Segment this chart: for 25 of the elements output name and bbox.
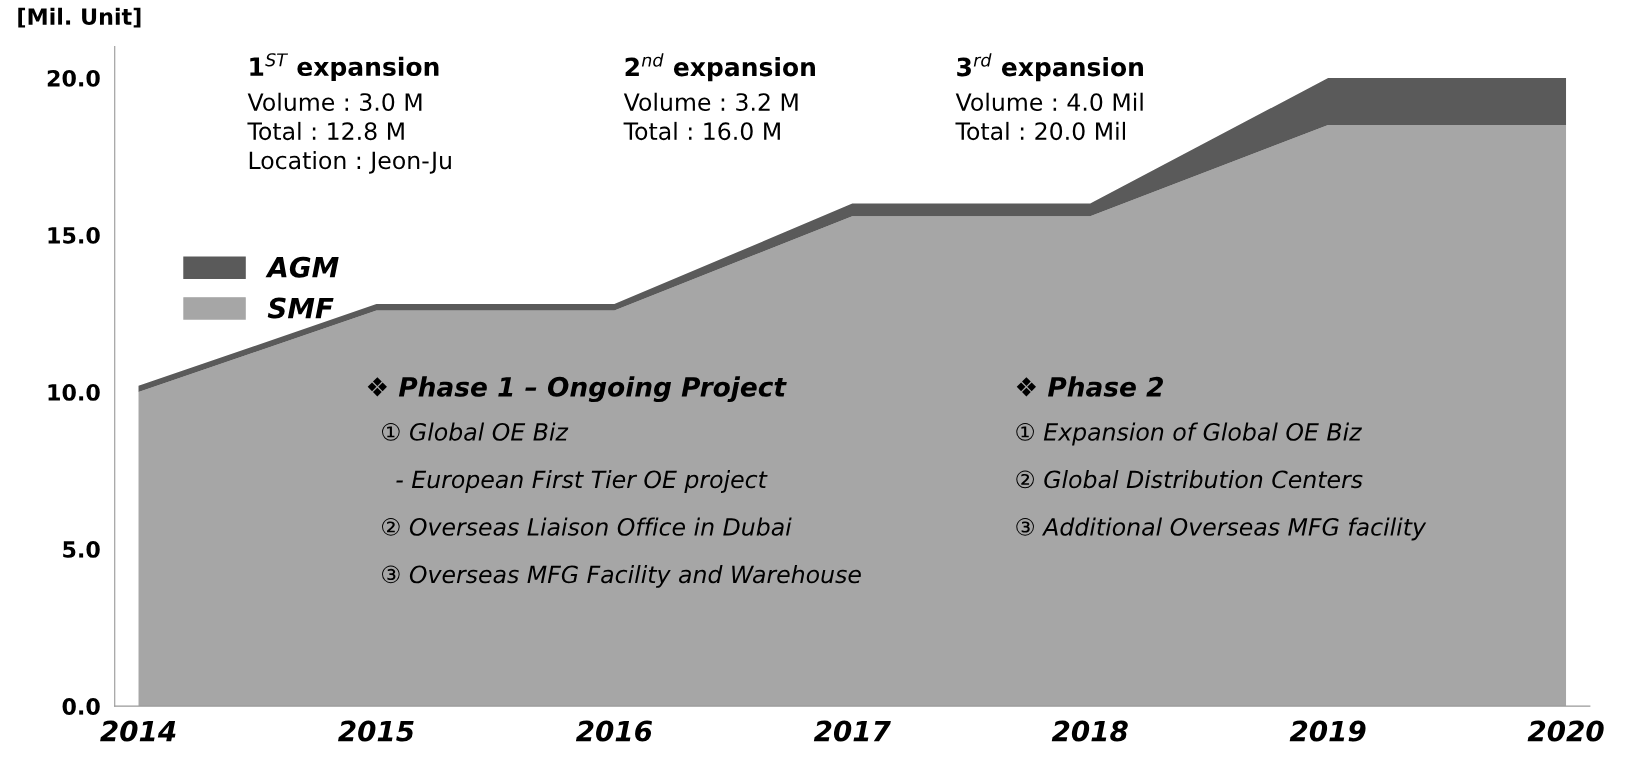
x-tick-label: 2020 [1527,720,1604,742]
y-tick-label: 5.0 [63,541,100,558]
legend-label: SMF [267,297,334,319]
x-tick-label: 2016 [575,720,653,742]
annotation: ❖ Phase 1 – Ongoing Project [367,376,787,403]
y-axis-title: [Mil. Unit] [18,7,141,28]
annotation: Volume : 3.0 M Total : 12.8 M Location : Jeon-Ju [247,92,451,174]
annotation: 3$^{rd}$ expansion [957,53,1143,82]
text: ① Expansion of Global OE Biz ② Global Distribution Centers ③ Additional Overseas MFG facility [1016,422,1427,541]
text: ① Global OE Biz - European First Tier OE project ② Overseas Liaison Office in Dubai ③ Overseas MFG Facility and Warehouse [382,422,861,588]
y-tick-label: 0.0 [62,698,100,715]
y-tick-label: 10.0 [48,384,100,401]
annotation: Volume : 4.0 Mil Total : 20.0 Mil [955,92,1143,141]
x-tick-label: 2017 [813,720,891,742]
x-tick-label: 2015 [338,720,414,742]
y-tick-label: 20.0 [47,69,100,87]
x-tick-label: 2018 [1051,720,1128,742]
legend-label: AGM [265,256,339,278]
x-tick-label: 2019 [1289,720,1366,742]
x-tick-label: 2014 [100,720,176,742]
annotation: Volume : 3.2 M Total : 16.0 M [623,92,798,141]
y-tick-label: 15.0 [48,226,100,244]
annotation: ❖ Phase 2 [1016,376,1163,397]
annotation: 1$^{ST}$ expansion [250,53,439,81]
annotation: 2$^{nd}$ expansion [625,53,815,82]
